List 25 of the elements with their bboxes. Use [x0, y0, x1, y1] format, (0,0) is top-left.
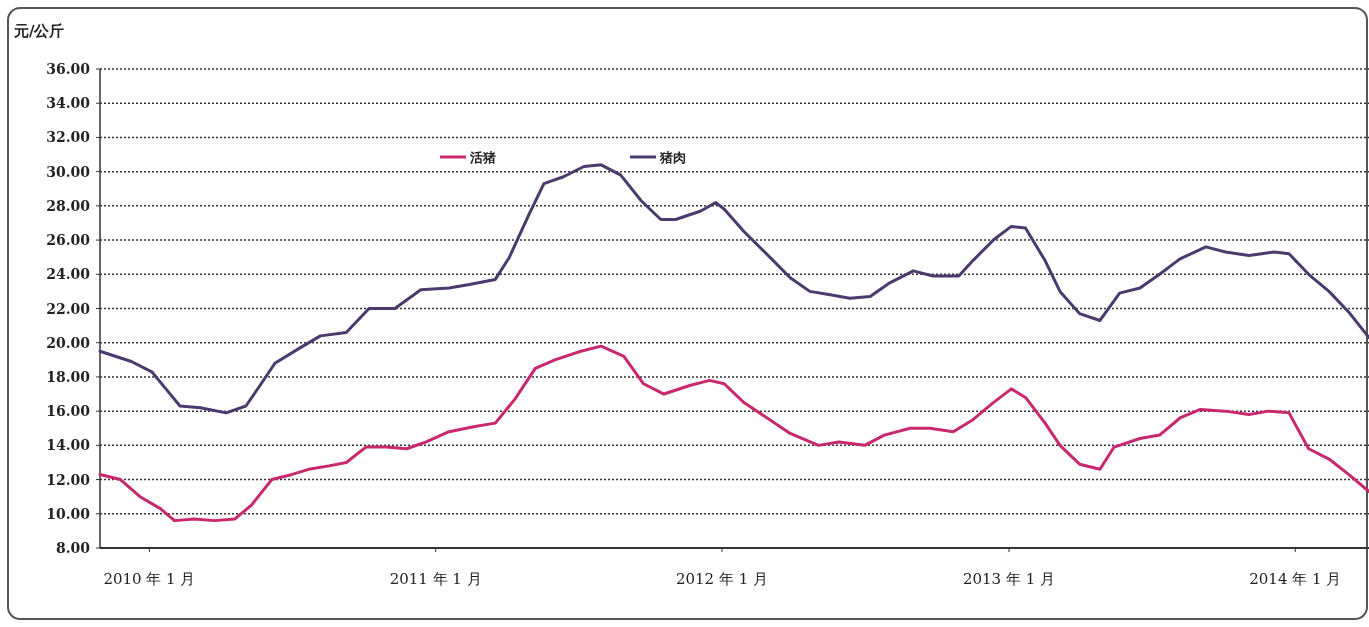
y-tick-label: 26.00 [46, 232, 91, 249]
y-tick-label: 30.00 [46, 163, 91, 180]
y-tick-label: 10.00 [46, 505, 91, 522]
y-tick-label: 8.00 [55, 540, 91, 556]
x-tick-label: 2012 年 1 月 [675, 570, 768, 588]
y-tick-label: 32.00 [46, 129, 91, 146]
y-tick-label: 12.00 [46, 471, 91, 488]
x-tick-label: 2011 年 1 月 [389, 570, 482, 588]
legend-label: 活猪 [469, 150, 496, 165]
line-series [98, 344, 1369, 523]
y-tick-label: 28.00 [46, 197, 91, 214]
y-tick-label: 36.00 [46, 61, 91, 77]
x-tick-label: 2010 年 1 月 [103, 570, 196, 588]
y-axis-title: 元/公斤 [13, 22, 65, 40]
y-tick-label: 34.00 [46, 95, 91, 112]
y-tick-label: 18.00 [46, 368, 91, 385]
line-series [98, 163, 1369, 415]
y-tick-label: 24.00 [46, 266, 91, 283]
y-tick-label: 22.00 [46, 300, 91, 317]
y-tick-label: 14.00 [46, 437, 91, 454]
x-tick-label: 2014 年 1 月 [1249, 570, 1342, 588]
legend-label: 猪肉 [659, 150, 686, 165]
y-tick-label: 16.00 [46, 403, 91, 420]
x-tick-label: 2013 年 1 月 [962, 570, 1056, 588]
y-tick-label: 20.00 [46, 334, 91, 351]
